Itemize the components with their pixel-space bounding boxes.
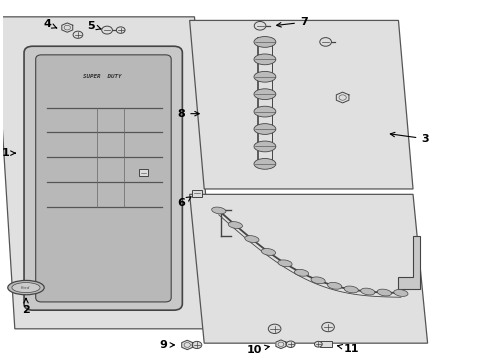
Circle shape — [314, 341, 322, 347]
Ellipse shape — [8, 280, 44, 295]
Ellipse shape — [244, 236, 259, 243]
Ellipse shape — [327, 282, 341, 289]
Ellipse shape — [376, 289, 391, 296]
Ellipse shape — [12, 283, 40, 293]
Polygon shape — [61, 23, 73, 32]
Circle shape — [102, 26, 112, 34]
Ellipse shape — [253, 141, 275, 152]
Ellipse shape — [310, 277, 325, 284]
Ellipse shape — [294, 269, 308, 276]
Text: 7: 7 — [276, 17, 307, 27]
Text: Ford: Ford — [21, 285, 31, 289]
Text: 10: 10 — [246, 345, 269, 355]
Circle shape — [73, 31, 82, 39]
Ellipse shape — [211, 207, 225, 214]
Polygon shape — [189, 194, 427, 343]
Circle shape — [321, 322, 334, 332]
Polygon shape — [336, 92, 348, 103]
Circle shape — [192, 341, 202, 348]
Ellipse shape — [253, 106, 275, 117]
FancyBboxPatch shape — [36, 55, 171, 302]
Ellipse shape — [277, 260, 291, 267]
Ellipse shape — [253, 89, 275, 100]
Polygon shape — [275, 340, 285, 348]
Text: 4: 4 — [43, 19, 57, 29]
Ellipse shape — [253, 54, 275, 65]
Text: 6: 6 — [177, 197, 191, 208]
Circle shape — [319, 38, 331, 46]
FancyBboxPatch shape — [24, 46, 182, 310]
Circle shape — [268, 324, 281, 333]
Bar — [319, 341, 331, 347]
Ellipse shape — [261, 248, 275, 255]
Ellipse shape — [344, 286, 358, 293]
Text: 3: 3 — [389, 132, 428, 144]
Polygon shape — [189, 21, 412, 189]
Circle shape — [254, 22, 265, 30]
Polygon shape — [182, 340, 192, 350]
Text: SUPER  DUTY: SUPER DUTY — [83, 73, 121, 78]
Ellipse shape — [228, 222, 242, 229]
Text: 1: 1 — [1, 148, 15, 158]
Ellipse shape — [253, 71, 275, 82]
Ellipse shape — [253, 37, 275, 47]
Circle shape — [116, 27, 125, 33]
Ellipse shape — [393, 289, 407, 296]
Text: 9: 9 — [159, 340, 174, 350]
Circle shape — [285, 341, 294, 347]
Text: 5: 5 — [87, 21, 101, 31]
Text: 2: 2 — [22, 298, 30, 315]
Bar — [191, 189, 202, 197]
Polygon shape — [398, 235, 420, 289]
Ellipse shape — [360, 288, 374, 295]
Text: 11: 11 — [337, 343, 358, 354]
Bar — [139, 169, 148, 176]
Text: 8: 8 — [177, 109, 199, 119]
Ellipse shape — [253, 158, 275, 169]
Ellipse shape — [253, 123, 275, 134]
Polygon shape — [0, 17, 213, 329]
